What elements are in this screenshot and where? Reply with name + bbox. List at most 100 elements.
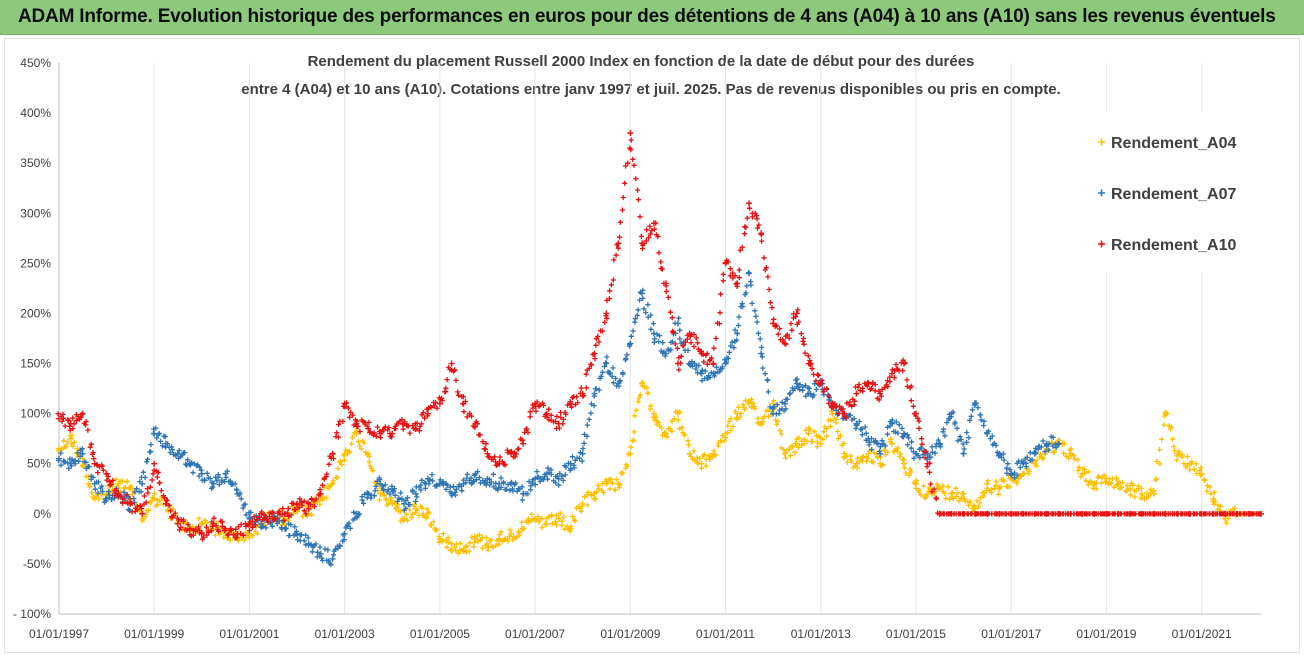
data-point <box>317 550 324 557</box>
y-tick-label: 450% <box>20 56 51 70</box>
data-point <box>579 390 586 397</box>
data-point <box>484 475 491 482</box>
data-point <box>151 430 158 437</box>
data-point <box>436 480 443 487</box>
data-point <box>198 530 205 537</box>
data-point <box>460 400 467 407</box>
data-point <box>662 280 669 287</box>
data-point <box>829 410 836 417</box>
data-point <box>56 455 62 462</box>
data-point <box>746 270 753 277</box>
data-point <box>532 475 539 482</box>
data-point <box>210 520 217 527</box>
data-point <box>853 420 860 427</box>
data-point <box>924 460 931 467</box>
data-point <box>222 470 229 477</box>
data-point <box>936 510 943 517</box>
data-point <box>865 450 872 457</box>
data-point <box>698 350 705 357</box>
data-point <box>686 330 693 337</box>
data-point <box>329 555 336 562</box>
data-point <box>829 400 836 407</box>
y-tick-label: 50% <box>27 457 51 471</box>
data-point <box>758 350 765 357</box>
data-point <box>67 420 74 427</box>
data-point <box>127 500 134 507</box>
y-tick-label: 0% <box>34 507 52 521</box>
data-point <box>401 420 408 427</box>
report-header: ADAM Informe. Evolution historique des p… <box>0 0 1304 35</box>
data-point <box>770 320 777 327</box>
chart-title: Rendement du placement Russell 2000 Inde… <box>241 53 1060 98</box>
data-point <box>472 470 479 477</box>
y-tick-label: 100% <box>20 407 51 421</box>
data-point <box>960 490 967 497</box>
data-point <box>853 460 860 467</box>
data-point <box>127 485 134 492</box>
data-point <box>1019 460 1026 467</box>
data-point <box>912 480 919 487</box>
data-point <box>103 495 110 502</box>
data-point <box>627 340 634 347</box>
data-point <box>758 420 765 427</box>
data-point <box>56 445 62 452</box>
data-point <box>246 515 253 522</box>
data-point <box>139 510 146 517</box>
data-point <box>115 490 122 497</box>
data-point <box>674 360 681 367</box>
data-point <box>603 360 610 367</box>
data-point <box>412 425 419 432</box>
data-point <box>532 400 539 407</box>
data-point <box>294 500 301 507</box>
data-point <box>424 510 431 517</box>
data-point <box>865 435 872 442</box>
data-point <box>853 390 860 397</box>
data-point <box>888 440 895 447</box>
data-point <box>900 430 907 437</box>
data-point <box>67 460 74 467</box>
data-point <box>1115 480 1122 487</box>
data-point <box>1186 460 1193 467</box>
data-point <box>543 410 550 417</box>
data-point <box>377 480 384 487</box>
data-point <box>900 460 907 467</box>
data-point <box>353 420 360 427</box>
data-point <box>186 460 193 467</box>
data-point <box>1019 510 1026 517</box>
data-point <box>984 430 991 437</box>
data-point <box>948 490 955 497</box>
data-point <box>710 360 717 367</box>
data-point <box>424 410 431 417</box>
data-point <box>936 440 943 447</box>
data-point <box>91 460 98 467</box>
data-point <box>496 535 503 542</box>
data-point <box>186 525 193 532</box>
data-point <box>317 490 324 497</box>
data-point <box>139 480 146 487</box>
data-point <box>1198 470 1205 477</box>
data-point <box>401 515 408 522</box>
series-markers <box>55 137 1264 542</box>
data-point <box>650 410 657 417</box>
data-point <box>234 490 241 497</box>
data-point <box>1055 440 1062 447</box>
data-point <box>1222 515 1229 522</box>
x-tick-label: 01/01/2021 <box>1172 627 1232 641</box>
data-point <box>888 420 895 427</box>
data-point <box>520 440 527 447</box>
data-point <box>353 430 360 437</box>
data-point <box>615 240 622 247</box>
legend-marker <box>1098 240 1105 248</box>
data-point <box>484 540 491 547</box>
data-point <box>198 520 205 527</box>
data-point <box>555 475 562 482</box>
data-point <box>436 535 443 542</box>
data-point <box>79 410 86 417</box>
data-point <box>401 500 408 507</box>
data-point <box>1079 510 1086 517</box>
data-point <box>1055 510 1062 517</box>
data-point <box>793 310 800 317</box>
data-point <box>1103 510 1110 517</box>
data-point <box>460 545 467 552</box>
y-tick-label: 250% <box>20 256 51 270</box>
